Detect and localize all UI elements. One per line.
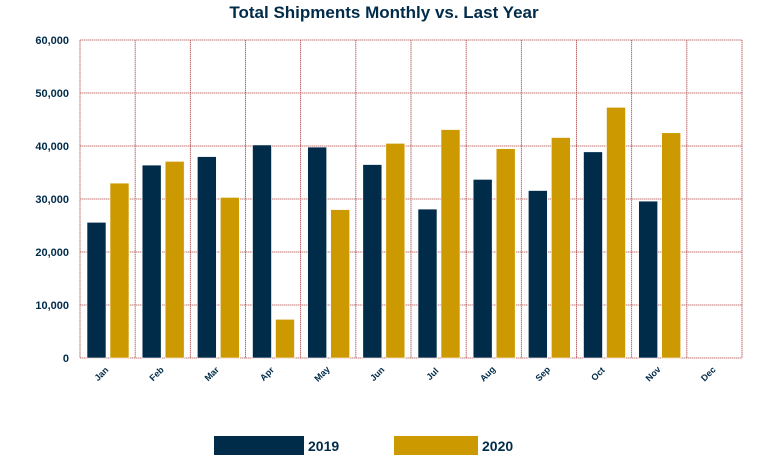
x-tick-label: Jun bbox=[368, 365, 386, 383]
bar-2019-jun bbox=[362, 164, 383, 359]
x-tick-label: Feb bbox=[147, 364, 166, 383]
bar-2020-jun bbox=[385, 143, 406, 359]
bar-2020-aug bbox=[495, 148, 516, 359]
legend-item-2020: 2020 bbox=[394, 436, 513, 455]
bar-2020-apr bbox=[275, 319, 295, 359]
y-tick-label: 30,000 bbox=[35, 194, 69, 206]
legend-swatch-2019 bbox=[214, 436, 304, 455]
bar-2020-mar bbox=[220, 197, 240, 359]
y-tick-label: 50,000 bbox=[35, 88, 69, 100]
x-tick-label: Jul bbox=[424, 366, 440, 382]
bar-chart: 0 10,000 20,000 30,000 40,000 50,000 60,000 Jan… bbox=[35, 35, 743, 384]
y-tick-label: 0 bbox=[63, 353, 69, 365]
bar-2020-may bbox=[330, 209, 350, 359]
x-tick-label: Dec bbox=[699, 365, 718, 384]
x-tick-label: Mar bbox=[203, 364, 222, 383]
bar-2019-mar bbox=[197, 156, 217, 359]
chart-title: Total Shipments Monthly vs. Last Year bbox=[229, 3, 539, 22]
x-tick-label: Sep bbox=[533, 364, 552, 383]
y-tick-label: 40,000 bbox=[35, 141, 69, 153]
y-tick-label: 10,000 bbox=[35, 300, 69, 312]
bar-2020-nov bbox=[661, 132, 681, 359]
bar-2019-may bbox=[307, 146, 327, 359]
bar-2019-aug bbox=[472, 179, 493, 359]
bar-2019-sep bbox=[528, 190, 548, 359]
bar-2019-nov bbox=[638, 200, 658, 359]
bar-2020-jul bbox=[440, 129, 461, 359]
legend-label-2020: 2020 bbox=[482, 437, 514, 454]
bar-2020-feb bbox=[164, 161, 185, 359]
bar-2020-sep bbox=[551, 137, 571, 359]
bar-2019-jan bbox=[86, 222, 107, 359]
x-tick-label: May bbox=[312, 364, 331, 383]
bar-2019-feb bbox=[141, 164, 162, 359]
legend-item-2019: 2019 bbox=[214, 436, 339, 455]
x-tick-label: Jan bbox=[92, 365, 110, 383]
y-tick-label: 60,000 bbox=[35, 35, 69, 47]
x-tick-label: Aug bbox=[478, 364, 497, 383]
bar-2019-jul bbox=[417, 208, 438, 359]
bar-2020-jan bbox=[109, 182, 130, 359]
legend-label-2019: 2019 bbox=[308, 437, 340, 454]
y-tick-label: 20,000 bbox=[35, 247, 69, 259]
bar-2020-oct bbox=[606, 107, 626, 359]
legend-swatch-2020 bbox=[394, 436, 478, 455]
bar-2019-apr bbox=[252, 144, 272, 359]
x-tick-label: Apr bbox=[258, 365, 276, 383]
bar-2019-oct bbox=[583, 151, 603, 359]
x-tick-label: Oct bbox=[589, 365, 607, 383]
x-tick-label: Nov bbox=[644, 364, 663, 383]
